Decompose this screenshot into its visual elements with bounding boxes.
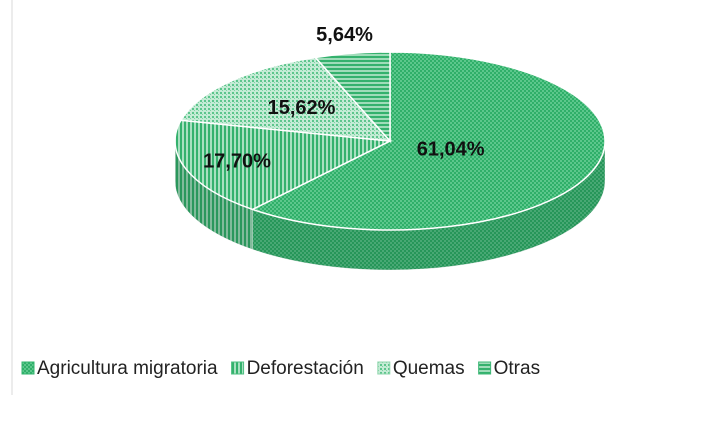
data-label: 5,64% (316, 24, 373, 46)
legend-label: Quemas (393, 358, 465, 379)
data-label: 61,04% (417, 138, 485, 160)
legend-swatch (231, 361, 245, 375)
legend-label: Otras (494, 358, 540, 379)
pie-slice (250, 51, 606, 231)
data-label: 15,62% (268, 97, 336, 119)
legend-swatch (21, 361, 35, 375)
data-label: 17,70% (203, 150, 271, 172)
pie-slice (179, 56, 392, 142)
legend-swatch (377, 361, 391, 375)
legend-swatch (478, 361, 492, 375)
legend-label: Agricultura migratoria (37, 358, 218, 379)
pie-slice (174, 119, 393, 211)
legend-label: Deforestación (247, 358, 364, 379)
pie-slice (313, 51, 391, 143)
